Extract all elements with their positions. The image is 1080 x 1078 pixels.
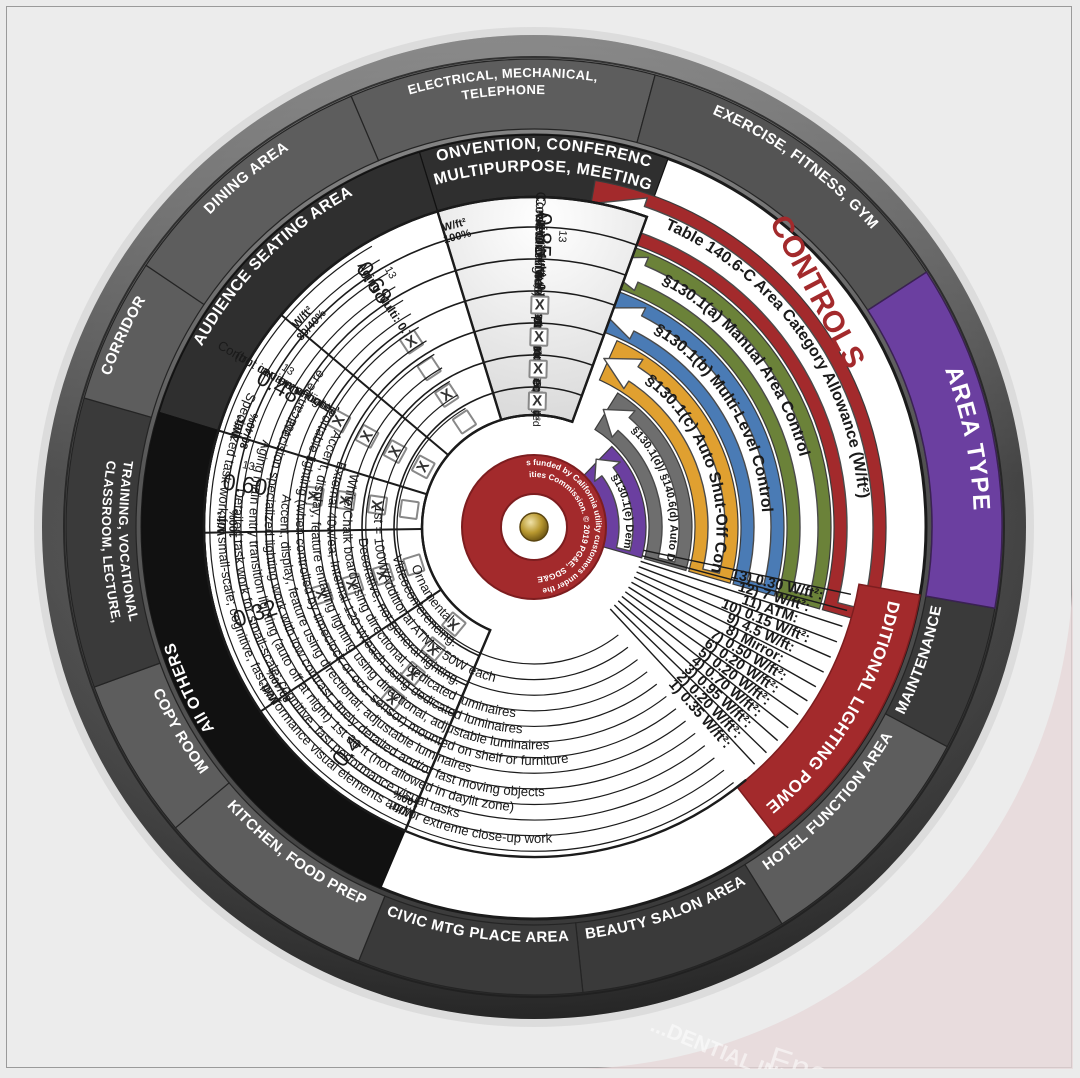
alp-item-divider xyxy=(617,600,779,742)
alp-item-divider xyxy=(642,555,848,612)
control-checkbox[interactable] xyxy=(529,327,549,347)
allowance-scale-pct: 100% xyxy=(228,510,240,538)
alp-ring-line xyxy=(240,272,715,821)
alp-item-divider xyxy=(624,591,799,716)
code-wheel[interactable]: ...DENTIAL INDOOR AREAS (Not including h… xyxy=(7,7,1073,1069)
table-row-divider xyxy=(329,322,605,716)
control-checkbox[interactable] xyxy=(441,611,467,637)
control-checkbox-mark[interactable]: X xyxy=(305,490,323,502)
control-checkbox-mark[interactable]: X xyxy=(532,392,542,409)
control-checkbox[interactable] xyxy=(527,391,547,411)
alp-ring-line xyxy=(318,340,667,743)
alp-ring-line xyxy=(365,380,638,696)
alp-item-divider xyxy=(609,608,756,765)
area-type-band-shape[interactable] xyxy=(866,271,1003,610)
alp-item-divider xyxy=(636,571,831,658)
allowance-value[interactable]: 0.60 xyxy=(221,468,269,500)
image-frame: ...DENTIAL INDOOR AREAS (Not including h… xyxy=(6,6,1073,1069)
allowance-footnote: 13 xyxy=(382,265,398,282)
control-checkbox[interactable] xyxy=(335,490,357,512)
control-checkbox[interactable] xyxy=(452,409,477,435)
table-column-divider xyxy=(218,429,428,496)
allowance-footnote: 13 xyxy=(556,230,569,243)
control-checkbox-mark[interactable]: X xyxy=(337,494,355,506)
table-row-divider xyxy=(393,386,583,657)
outer-ring-segment[interactable] xyxy=(145,95,380,306)
alp-item-divider xyxy=(621,595,789,729)
alp-item-divider xyxy=(638,566,838,643)
alp-ring-line xyxy=(302,326,677,759)
alp-ring-line xyxy=(209,245,734,852)
control-checkbox[interactable] xyxy=(402,553,426,577)
alp-ring-line xyxy=(287,313,686,774)
alp-ring-line xyxy=(224,259,725,837)
control-checkbox[interactable] xyxy=(400,661,426,687)
control-checkbox-mark[interactable]: X xyxy=(533,360,543,377)
control-arrow[interactable] xyxy=(602,408,680,563)
control-checkbox[interactable] xyxy=(371,563,395,586)
control-checkbox[interactable] xyxy=(398,498,420,520)
control-checkbox[interactable] xyxy=(416,356,442,381)
control-checkbox-mark[interactable]: X xyxy=(534,328,544,345)
control-checkbox[interactable] xyxy=(420,636,447,662)
control-arrow-band[interactable] xyxy=(598,339,739,584)
table-row-divider xyxy=(297,290,615,745)
table-row-divider xyxy=(233,226,637,804)
alp-ring-line xyxy=(349,367,648,712)
table-column-divider xyxy=(259,588,442,713)
control-arrow[interactable] xyxy=(593,458,634,552)
alp-ring-line xyxy=(271,299,696,790)
alp-ring-line xyxy=(255,286,706,805)
alp-item-divider xyxy=(640,560,843,627)
control-checkbox[interactable] xyxy=(528,359,548,379)
alp-ring-line xyxy=(334,353,658,727)
control-checkbox-mark[interactable]: X xyxy=(313,586,332,601)
table-column-divider xyxy=(571,216,648,423)
allowance-footnote: 13 xyxy=(241,459,255,473)
table-column-divider xyxy=(436,211,503,421)
alp-item-divider xyxy=(631,581,817,688)
control-checkbox-mark[interactable]: X xyxy=(535,296,545,313)
alp-fan-outer xyxy=(202,234,747,859)
control-checkbox[interactable] xyxy=(354,424,380,449)
table-row-divider xyxy=(420,413,573,632)
alp-band-shape[interactable] xyxy=(736,583,921,837)
alp-item-divider xyxy=(613,604,767,754)
aging-multiplier: Aging Multi: 0.95 xyxy=(534,211,551,308)
control-checkbox[interactable] xyxy=(382,439,408,464)
convention-footnote-line: when multi-level required xyxy=(530,298,544,416)
alp-item-divider xyxy=(633,576,824,673)
alp-ring-line xyxy=(380,394,629,681)
control-checkbox[interactable] xyxy=(411,454,436,480)
control-checkbox[interactable] xyxy=(434,382,460,408)
alp-item-divider xyxy=(628,586,808,702)
table-row-divider xyxy=(265,258,626,775)
alp-ring-line xyxy=(396,407,619,665)
allowance-value[interactable]: 0.85 xyxy=(530,212,557,257)
table-row-divider xyxy=(361,354,594,687)
control-arrow[interactable] xyxy=(592,256,819,597)
control-arrow[interactable] xyxy=(598,307,772,586)
control-arrow[interactable] xyxy=(603,357,726,574)
alp-item-divider xyxy=(643,549,852,596)
control-checkbox[interactable] xyxy=(530,295,550,315)
table-column-divider xyxy=(280,314,449,456)
